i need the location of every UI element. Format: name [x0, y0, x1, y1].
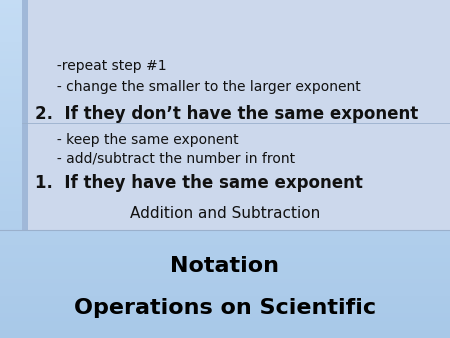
Text: Addition and Subtraction: Addition and Subtraction — [130, 206, 320, 220]
Bar — [0, 330, 450, 334]
Bar — [0, 317, 450, 321]
Bar — [0, 76, 450, 80]
Bar — [0, 42, 450, 47]
Bar — [22, 0, 450, 230]
Bar — [0, 144, 450, 148]
Bar — [0, 97, 450, 101]
Text: - add/subtract the number in front: - add/subtract the number in front — [35, 151, 295, 165]
Bar — [0, 84, 450, 89]
Bar — [0, 211, 450, 216]
Text: -repeat step #1: -repeat step #1 — [35, 59, 166, 73]
Bar — [0, 207, 450, 211]
Bar — [0, 313, 450, 317]
Bar — [0, 258, 450, 262]
Bar — [0, 220, 450, 224]
Bar — [0, 93, 450, 97]
Bar — [0, 266, 450, 270]
Text: - keep the same exponent: - keep the same exponent — [35, 133, 238, 147]
Bar — [0, 25, 450, 30]
Bar — [0, 245, 450, 249]
Bar — [0, 262, 450, 266]
Bar — [22, 0, 28, 230]
Bar — [0, 131, 450, 135]
Bar — [0, 190, 450, 194]
Bar — [0, 8, 450, 13]
Text: - change the smaller to the larger exponent: - change the smaller to the larger expon… — [35, 80, 361, 94]
Bar — [0, 241, 450, 245]
Bar — [0, 291, 450, 296]
Bar — [0, 47, 450, 51]
Bar — [0, 334, 450, 338]
Bar — [0, 21, 450, 25]
Bar — [0, 309, 450, 313]
Bar — [0, 198, 450, 203]
Bar — [0, 118, 450, 123]
Bar — [0, 177, 450, 182]
Bar — [0, 233, 450, 237]
Bar — [0, 0, 450, 4]
Bar — [0, 148, 450, 152]
Bar — [0, 101, 450, 105]
Bar — [0, 321, 450, 325]
Bar — [0, 237, 450, 241]
Bar — [0, 283, 450, 287]
Bar — [0, 173, 450, 177]
Bar — [0, 325, 450, 330]
Bar — [0, 156, 450, 161]
Bar — [0, 127, 450, 131]
Text: 2.  If they don’t have the same exponent: 2. If they don’t have the same exponent — [35, 105, 418, 123]
Bar — [0, 249, 450, 254]
Bar — [0, 182, 450, 186]
Bar — [0, 123, 450, 127]
Bar — [0, 51, 450, 55]
Bar — [0, 68, 450, 72]
Bar — [0, 274, 450, 279]
Bar — [0, 296, 450, 300]
Bar — [0, 13, 450, 17]
Bar — [0, 89, 450, 93]
Bar — [0, 110, 450, 114]
Bar — [0, 34, 450, 38]
Bar — [0, 59, 450, 64]
Bar — [0, 287, 450, 291]
Bar — [0, 114, 450, 118]
Bar — [0, 105, 450, 110]
Bar — [0, 203, 450, 207]
Text: Notation: Notation — [171, 256, 279, 276]
Bar — [0, 80, 450, 84]
Bar — [0, 216, 450, 220]
Text: Operations on Scientific: Operations on Scientific — [74, 298, 376, 318]
Bar — [0, 228, 450, 233]
Text: 1.  If they have the same exponent: 1. If they have the same exponent — [35, 174, 363, 192]
Bar — [0, 152, 450, 156]
Bar — [0, 279, 450, 283]
Bar — [0, 72, 450, 76]
Bar — [0, 4, 450, 8]
Bar — [0, 17, 450, 21]
Bar — [0, 300, 450, 304]
Bar — [0, 169, 450, 173]
Bar — [0, 165, 450, 169]
Bar — [0, 55, 450, 59]
Bar — [0, 30, 450, 34]
Bar — [0, 140, 450, 144]
Bar — [0, 135, 450, 140]
Bar — [0, 270, 450, 274]
Bar — [0, 38, 450, 42]
Bar — [0, 254, 450, 258]
Bar — [0, 304, 450, 309]
Bar — [0, 186, 450, 190]
Bar — [0, 64, 450, 68]
Bar — [0, 224, 450, 228]
Bar — [0, 194, 450, 198]
Bar — [0, 161, 450, 165]
